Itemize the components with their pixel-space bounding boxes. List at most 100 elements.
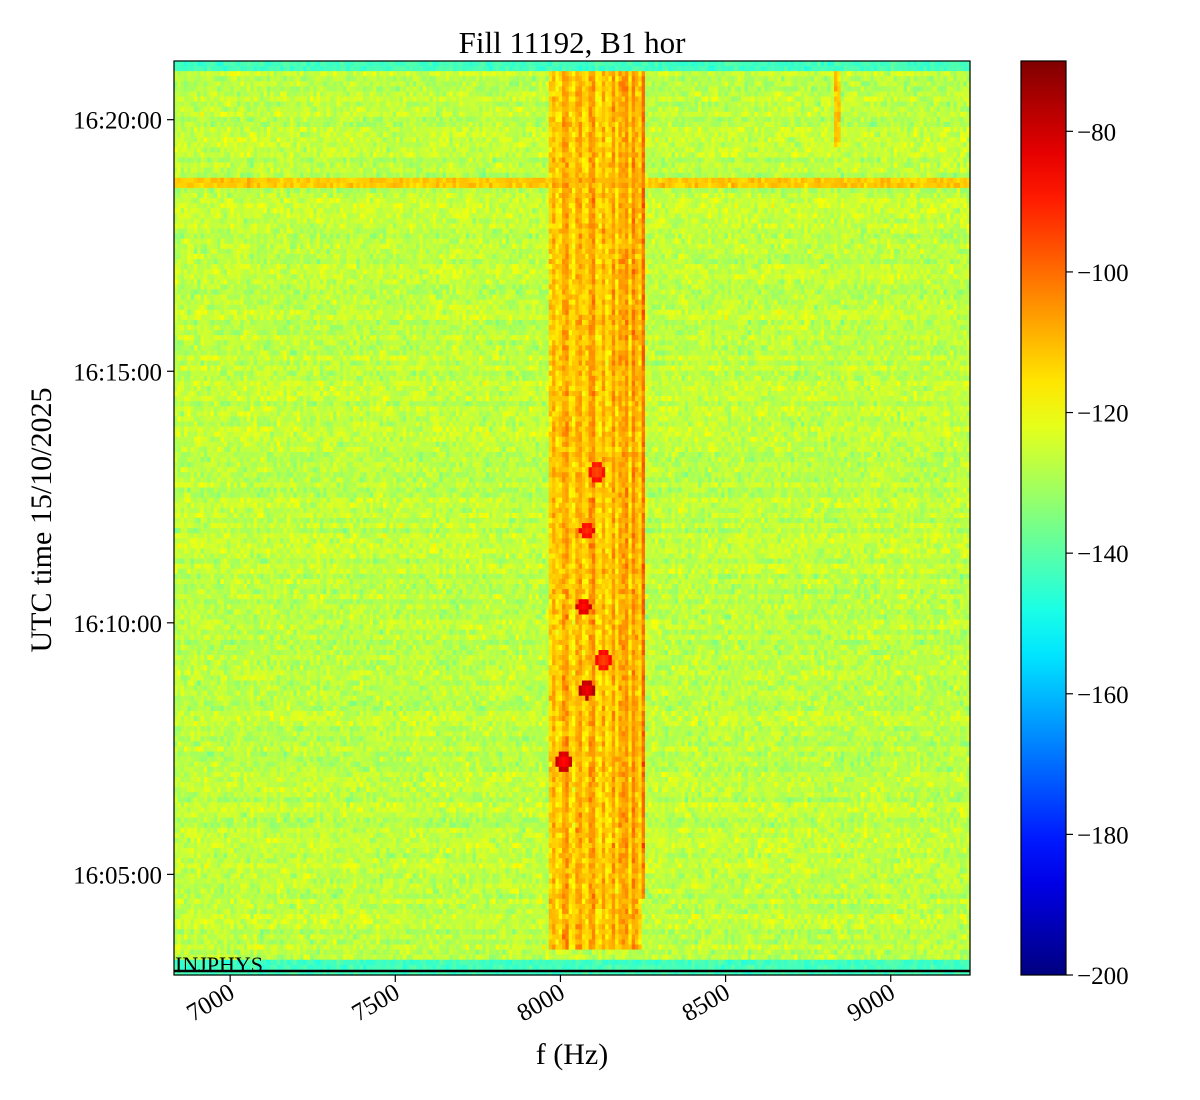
heatmap-cell <box>240 71 245 77</box>
heatmap-cell <box>253 86 258 93</box>
heatmap-cell <box>197 76 202 82</box>
heatmap-cell <box>840 71 845 77</box>
heatmap-cell <box>575 71 580 77</box>
heatmap-cell <box>916 76 921 82</box>
heatmap-cell <box>399 61 404 67</box>
heatmap-cell <box>678 86 683 93</box>
heatmap-cell <box>429 76 434 82</box>
heatmap <box>174 61 971 976</box>
heatmap-cell <box>618 61 623 67</box>
heatmap-cell <box>538 61 543 67</box>
heatmap-cell <box>903 76 908 82</box>
heatmap-cell <box>419 61 424 67</box>
heatmap-cell <box>356 81 361 87</box>
heatmap-cell <box>850 86 855 93</box>
heatmap-cell <box>950 66 955 72</box>
heatmap-cell <box>220 81 225 87</box>
heatmap-cell <box>223 61 228 67</box>
heatmap-cell <box>187 71 192 77</box>
heatmap-cell <box>817 76 822 82</box>
heatmap-cell <box>562 61 566 67</box>
heatmap-cell <box>641 76 646 82</box>
heatmap-cell <box>213 61 218 67</box>
heatmap-cell <box>761 61 765 67</box>
heatmap-cell <box>827 66 832 72</box>
heatmap-cell <box>857 76 862 82</box>
heatmap-cell <box>804 61 809 67</box>
heatmap-cell <box>339 66 344 72</box>
heatmap-cell <box>220 61 225 67</box>
heatmap-cell <box>621 61 626 67</box>
heatmap-cell <box>230 71 235 77</box>
heatmap-cell <box>900 71 905 77</box>
heatmap-cell <box>830 71 835 77</box>
heatmap-cell <box>956 81 961 87</box>
heatmap-cell <box>628 86 633 93</box>
heatmap-cell <box>562 71 566 77</box>
heatmap-cell <box>419 66 424 72</box>
heatmap-cell <box>319 86 324 93</box>
heatmap-cell <box>575 81 580 87</box>
heatmap-cell <box>482 61 487 67</box>
heatmap-cell <box>422 86 427 93</box>
heatmap-cell <box>316 71 321 77</box>
heatmap-cell <box>562 66 566 72</box>
heatmap-cell <box>591 76 596 82</box>
heatmap-cell <box>313 91 318 98</box>
heatmap-cell <box>518 76 523 82</box>
heatmap-cell <box>674 71 679 77</box>
heatmap-cell <box>382 61 387 67</box>
heatmap-cell <box>349 76 354 82</box>
heatmap-cell <box>319 71 324 77</box>
heatmap-cell <box>535 86 540 93</box>
heatmap-cell <box>266 81 271 87</box>
heatmap-cell <box>386 86 391 93</box>
heatmap-cell <box>678 71 683 77</box>
heatmap-cell <box>203 71 208 77</box>
heatmap-cell <box>373 81 377 87</box>
heatmap-cell <box>701 86 706 93</box>
heatmap-cell <box>558 71 563 77</box>
heatmap-cell <box>877 61 882 67</box>
heatmap-cell <box>389 81 394 87</box>
heatmap-cell <box>731 71 736 77</box>
heatmap-cell <box>804 86 809 93</box>
heatmap-cell <box>306 61 311 67</box>
heatmap-cell <box>578 66 583 72</box>
heatmap-cell <box>910 66 915 72</box>
heatmap-cell <box>780 86 785 93</box>
heatmap-cell <box>787 71 792 77</box>
heatmap-cell <box>436 61 440 67</box>
heatmap-cell <box>953 86 958 93</box>
heatmap-cell <box>190 81 195 87</box>
heatmap-cell <box>950 71 955 77</box>
heatmap-cell <box>800 61 805 67</box>
heatmap-cell <box>850 71 855 77</box>
heatmap-cell <box>681 71 686 77</box>
heatmap-cell <box>459 91 464 98</box>
heatmap-cell <box>180 86 185 93</box>
heatmap-cell <box>528 76 533 82</box>
heatmap-cell <box>804 76 809 82</box>
heatmap-cell <box>671 61 676 67</box>
heatmap-cell <box>644 86 649 93</box>
heatmap-cell <box>963 71 968 77</box>
heatmap-cell <box>237 71 241 77</box>
heatmap-cell <box>824 71 828 77</box>
heatmap-cell <box>926 86 931 93</box>
heatmap-cell <box>293 81 298 87</box>
heatmap-cell <box>356 76 361 82</box>
heatmap-cell <box>439 66 444 72</box>
heatmap-cell <box>867 86 872 93</box>
heatmap-cell <box>853 81 858 87</box>
heatmap-cell <box>339 76 344 82</box>
heatmap-cell <box>827 71 832 77</box>
heatmap-cell <box>827 76 832 82</box>
heatmap-cell <box>276 86 281 93</box>
heatmap-cell <box>731 66 736 72</box>
heatmap-cell <box>449 66 454 72</box>
heatmap-cell <box>177 61 182 67</box>
heatmap-cell <box>611 66 616 72</box>
heatmap-cell <box>260 71 265 77</box>
heatmap-cell <box>628 81 633 87</box>
